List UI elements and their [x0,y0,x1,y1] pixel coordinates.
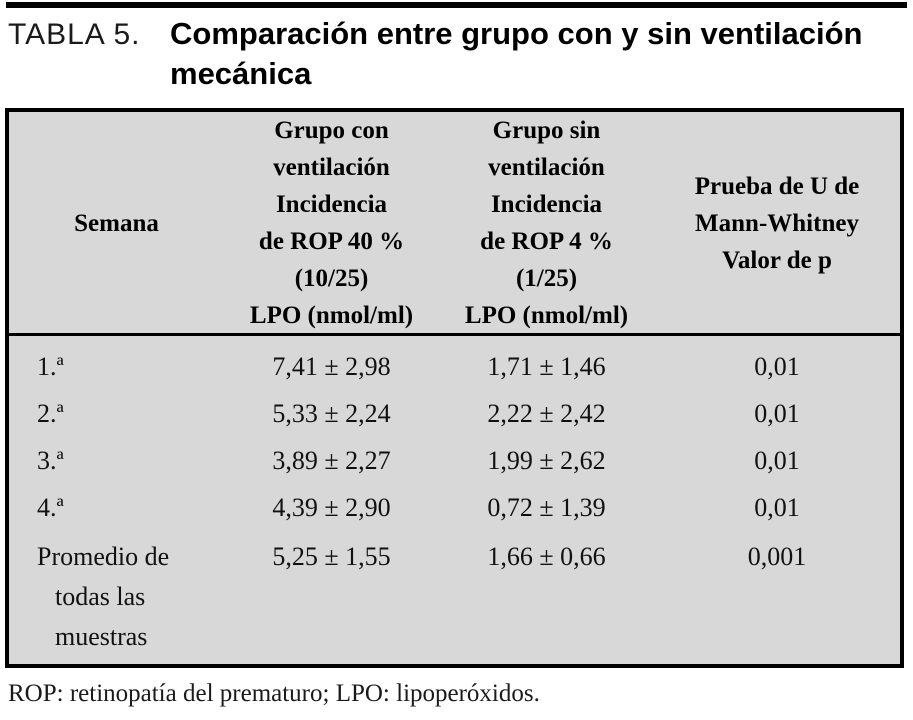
header-line: LPO (nmol/ml) [464,302,629,329]
table-title-line2: mecánica [170,56,312,91]
header-line: Valor de p [722,246,832,274]
cell-lpo-sin: 2,22 ± 2,42 [487,398,606,428]
cell-semana: 1.ª [37,351,64,381]
table-row: 4.ª 4,39 ± 2,90 0,72 ± 1,39 0,01 [9,484,900,531]
header-line: de ROP 40 % [258,228,405,255]
cell-lpo-sin: 1,71 ± 1,46 [487,351,606,381]
header-line: Incidencia [275,191,388,218]
cell-semana: 4.ª [37,492,64,522]
cell-semana: 3.ª [37,445,64,475]
cell-lpo-con: 3,89 ± 2,27 [272,445,391,475]
header-line: ventilación [273,154,390,181]
table-title-line1: Comparación entre grupo con y sin ventil… [170,16,863,51]
header-line: (1/25) [515,265,578,292]
cell-lpo-sin: 1,99 ± 2,62 [487,445,606,475]
promedio-line1: Promedio de [37,542,170,571]
header-line: ventilación [488,154,605,181]
header-line: (10/25) [294,265,369,292]
table-row-promedio: Promedio de todas las muestras 5,25 ± 1,… [9,531,900,657]
table-body: 1.ª 7,41 ± 2,98 1,71 ± 1,46 0,01 2.ª 5,3… [9,336,900,657]
cell-valor-p: 0,01 [754,398,800,428]
promedio-line2: todas las [55,582,146,611]
table-title-text: Comparación entre grupo con y sin ventil… [170,14,862,94]
cell-lpo-sin: 1,66 ± 0,66 [487,542,606,571]
header-line: Incidencia [490,191,603,218]
cell-lpo-con: 5,33 ± 2,24 [272,398,391,428]
table-row: 2.ª 5,33 ± 2,24 2,22 ± 2,42 0,01 [9,390,900,437]
header-prueba-mann-whitney: Prueba de U de Mann-Whitney Valor de p [654,168,900,279]
cell-semana: 2.ª [37,398,64,428]
cell-semana-promedio: Promedio de todas las muestras [9,537,224,657]
cell-lpo-sin: 0,72 ± 1,39 [487,492,606,522]
header-line: Prueba de U de [694,172,860,200]
header-grupo-sin-ventilacion: Grupo sin ventilación Incidencia de ROP … [439,112,654,334]
header-line: Mann-Whitney [695,209,859,237]
cell-valor-p: 0,01 [754,492,800,522]
table-header-row: Semana Grupo con ventilación Incidencia … [9,112,900,336]
cell-valor-p: 0,001 [747,542,807,571]
header-line: Grupo con [274,117,389,144]
top-rule [6,2,907,8]
table-row: 3.ª 3,89 ± 2,27 1,99 ± 2,62 0,01 [9,437,900,484]
header-line: LPO (nmol/ml) [249,302,414,329]
cell-valor-p: 0,01 [754,351,800,381]
cell-lpo-con: 5,25 ± 1,55 [272,542,391,571]
cell-lpo-con: 7,41 ± 2,98 [272,351,391,381]
comparison-table: Semana Grupo con ventilación Incidencia … [5,108,904,668]
header-line: de ROP 4 % [480,228,613,255]
header-semana: Semana [9,205,224,242]
table-footnote: ROP: retinopatía del prematuro; LPO: lip… [8,680,540,707]
table-row: 1.ª 7,41 ± 2,98 1,71 ± 1,46 0,01 [9,343,900,390]
header-grupo-con-ventilacion: Grupo con ventilación Incidencia de ROP … [224,112,439,334]
header-line: Grupo sin [492,117,601,144]
cell-lpo-con: 4,39 ± 2,90 [272,492,391,522]
table-title: TABLA 5. Comparación entre grupo con y s… [8,14,908,94]
table-number-label: TABLA 5. [8,18,141,51]
header-semana-line: Semana [74,209,159,237]
cell-valor-p: 0,01 [754,445,800,475]
promedio-line3: muestras [55,622,148,651]
